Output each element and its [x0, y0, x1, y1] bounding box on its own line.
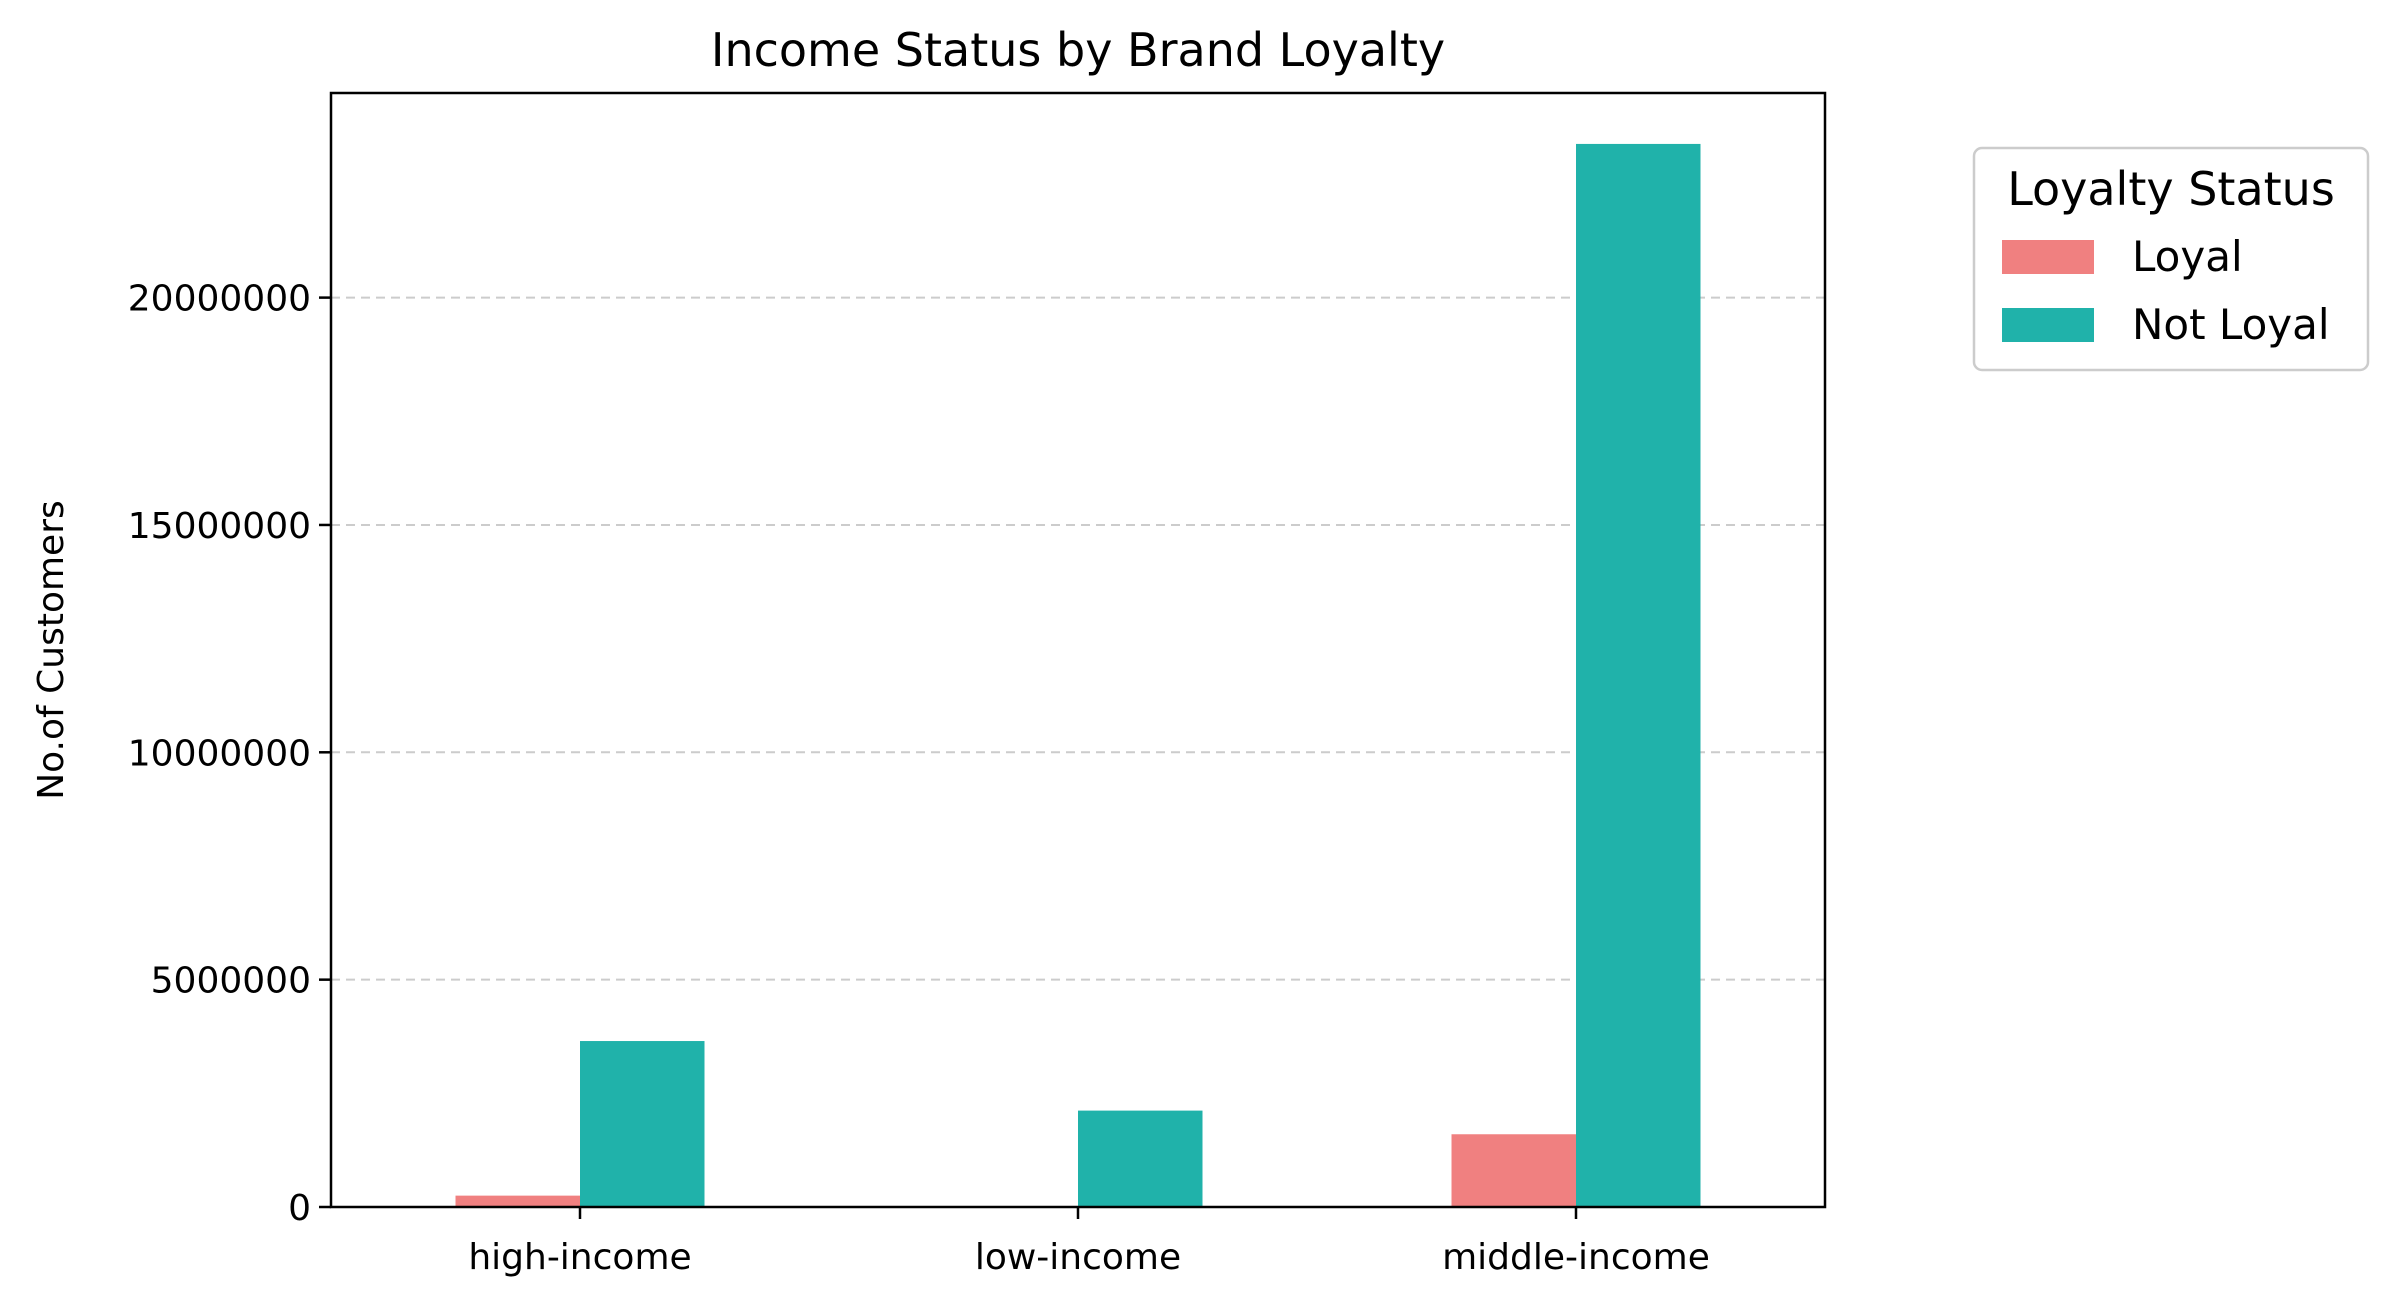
chart-title: Income Status by Brand Loyalty [711, 23, 1445, 77]
bar-not-loyal-low-income [1078, 1110, 1203, 1207]
legend-label-not-loyal: Not Loyal [2132, 300, 2330, 349]
y-tick-label: 15000000 [128, 506, 311, 547]
bar-not-loyal-middle-income [1576, 143, 1701, 1207]
x-tick-label: high-income [468, 1237, 691, 1278]
legend-swatch-not-loyal [2002, 308, 2094, 342]
legend-entries: Loyal Not Loyal [2002, 232, 2330, 349]
legend-swatch-loyal [2002, 240, 2094, 274]
x-tick-label: middle-income [1442, 1237, 1710, 1278]
bars [455, 143, 1701, 1207]
x-axis-ticks: high-income low-income middle-income [468, 1207, 1710, 1278]
bar-loyal-middle-income [1451, 1134, 1576, 1207]
y-tick-label: 0 [288, 1188, 311, 1229]
x-tick-label: low-income [975, 1237, 1181, 1278]
y-axis-ticks: 0 5000000 10000000 15000000 20000000 [128, 279, 331, 1229]
y-tick-label: 10000000 [128, 733, 311, 774]
y-axis-label: No.of Customers [31, 500, 72, 800]
legend: Loyalty Status Loyal Not Loyal [1972, 146, 2370, 372]
bar-loyal-high-income [455, 1195, 580, 1207]
y-tick-label: 5000000 [151, 961, 311, 1002]
bar-not-loyal-high-income [580, 1041, 705, 1207]
legend-label-loyal: Loyal [2132, 232, 2243, 281]
y-tick-label: 20000000 [128, 279, 311, 320]
legend-title: Loyalty Status [2007, 162, 2335, 216]
